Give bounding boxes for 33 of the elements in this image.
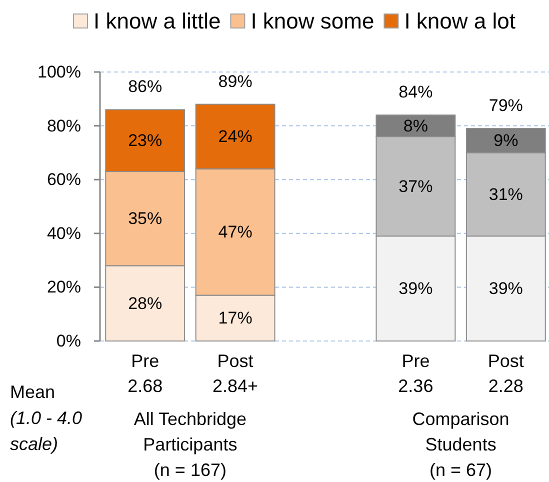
y-tick-label: 0% <box>56 332 81 350</box>
y-tick-label: 80% <box>46 116 81 136</box>
data-label: 39% <box>398 279 433 298</box>
total-label: 79% <box>488 96 523 115</box>
data-label: 35% <box>128 209 162 228</box>
data-label: 8% <box>403 116 428 136</box>
total-label: 89% <box>218 72 252 91</box>
data-label: 39% <box>488 279 523 298</box>
text: All Techbridge Participants (n = 167) <box>134 409 247 480</box>
data-label: 47% <box>218 222 252 242</box>
x-tick-label: Post 2.28 <box>488 351 524 396</box>
y-tick-label: 40% <box>46 224 81 243</box>
y-tick-label: 60% <box>46 170 81 190</box>
data-label: 23% <box>128 131 162 150</box>
data-label: 24% <box>218 127 252 146</box>
y-tick-label: 100% <box>38 62 81 82</box>
legend-label: I know a little <box>94 8 221 34</box>
text: Comparison Students (n = 67) <box>412 409 510 480</box>
total-label: 86% <box>128 77 162 96</box>
data-label: 31% <box>488 184 523 204</box>
data-label: 37% <box>398 176 433 196</box>
x-tick-label: Pre 2.68 <box>128 351 163 396</box>
total-label: 84% <box>398 82 433 102</box>
data-label: 28% <box>128 294 162 313</box>
data-label: 17% <box>218 308 252 328</box>
x-tick-label: Pre 2.36 <box>398 351 434 396</box>
data-label: 9% <box>494 131 518 150</box>
x-tick-label: Post 2.84+ <box>212 351 258 396</box>
legend-label: I know some <box>250 8 374 34</box>
text: (1.0 - 4.0 scale) <box>10 408 82 454</box>
text: Mean <box>10 382 56 402</box>
legend-label: I know a lot <box>404 8 516 34</box>
y-tick-label: 20% <box>46 278 81 297</box>
